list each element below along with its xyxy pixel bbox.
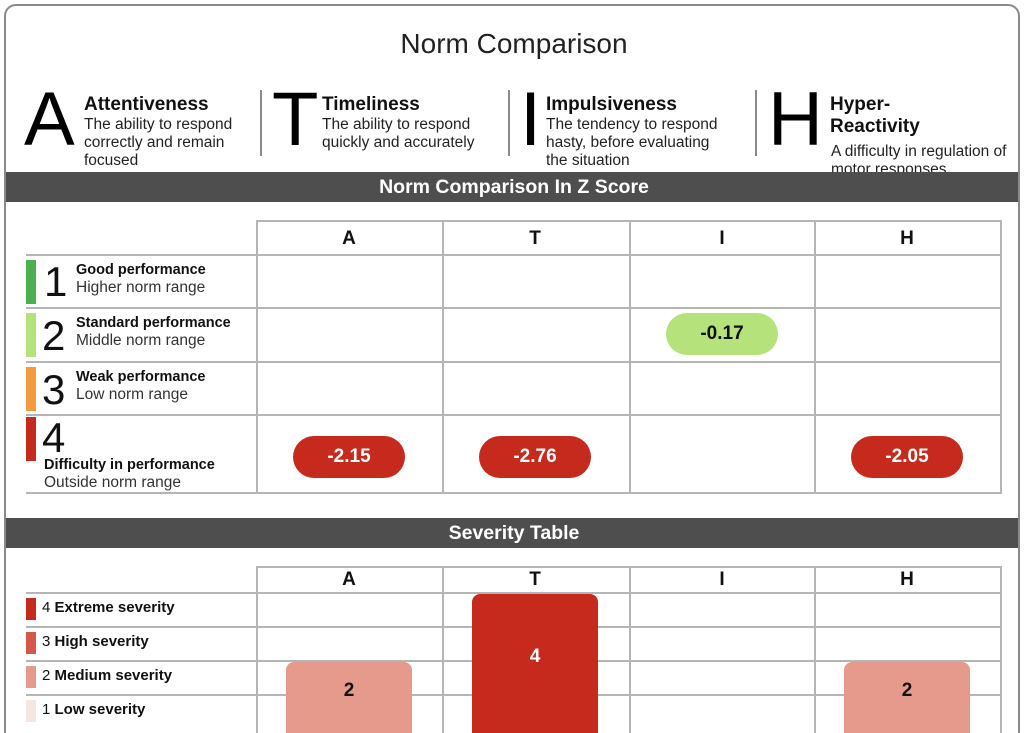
legend-letter: I: [520, 77, 542, 162]
score-pill-a: -2.15: [293, 436, 405, 478]
severity-section-header: Severity Table: [6, 518, 1018, 548]
legend-name: Impulsiveness: [546, 94, 677, 115]
level-1-swatch: [26, 260, 36, 304]
severity-bar-label: 4: [529, 646, 541, 667]
legend-description: The ability to respond correctly and rem…: [84, 116, 233, 169]
column-header-h: H: [900, 569, 914, 590]
level-number: 1: [44, 258, 68, 305]
severity-1-swatch: [26, 700, 36, 722]
grid-line: [256, 566, 258, 733]
severity-4-swatch: [26, 598, 36, 620]
column-header-a: A: [342, 569, 356, 590]
severity-3-swatch: [26, 632, 36, 654]
column-header-i: I: [719, 228, 725, 249]
legend-impulsiveness: I Impulsiveness The tendency to respond …: [520, 77, 760, 174]
grid-line: [26, 254, 1002, 256]
level-subtitle: Higher norm range: [76, 279, 206, 296]
legend-divider: [755, 90, 757, 156]
severity-number: 4: [42, 599, 51, 616]
severity-label: Low severity: [54, 701, 146, 718]
severity-number: 1: [42, 701, 51, 718]
level-number: 3: [42, 366, 66, 413]
report-card: Norm Comparison A Attentiveness The abil…: [4, 4, 1020, 733]
grid-line: [26, 307, 1002, 309]
legend-attentiveness: A Attentiveness The ability to respond c…: [24, 77, 264, 174]
severity-bar-h: 2: [844, 662, 970, 733]
grid-line: [1000, 566, 1002, 733]
legend-divider: [260, 90, 262, 156]
legend-name: Hyper-Reactivity: [830, 94, 920, 137]
grid-line: [256, 220, 258, 494]
severity-level-4: 4 Extreme severity: [42, 599, 175, 616]
legend-letter: H: [768, 77, 823, 162]
norm-section-header: Norm Comparison In Z Score: [6, 172, 1018, 202]
legend-name: Attentiveness: [84, 94, 209, 115]
score-pill-t: -2.76: [479, 436, 591, 478]
severity-2-swatch: [26, 666, 36, 688]
legend-letter: A: [24, 77, 75, 162]
level-number: 2: [42, 312, 66, 359]
level-number: 4: [42, 414, 66, 461]
level-subtitle: Middle norm range: [76, 332, 206, 349]
column-header-h: H: [900, 228, 914, 249]
column-header-i: I: [719, 569, 725, 590]
grid-line: [1000, 220, 1002, 494]
level-3-swatch: [26, 367, 36, 411]
level-title: Standard performance: [76, 315, 231, 331]
legend-letter: T: [272, 77, 319, 162]
legend-hyper-reactivity: H Hyper-Reactivity: [768, 77, 1018, 174]
grid-line: [26, 592, 1002, 594]
level-4-swatch: [26, 417, 36, 461]
grid-line: [442, 220, 444, 494]
level-title: Good performance: [76, 262, 206, 278]
severity-bar-label: 2: [343, 680, 355, 701]
level-title: Difficulty in performance: [44, 457, 215, 473]
severity-bar-a: 2: [286, 662, 412, 733]
legend-description: The tendency to respond hasty, before ev…: [546, 116, 718, 169]
grid-line: [26, 414, 1002, 416]
level-subtitle: Outside norm range: [44, 474, 181, 491]
grid-line: [629, 566, 631, 733]
level-subtitle: Low norm range: [76, 386, 189, 403]
grid-line: [814, 220, 816, 494]
severity-label: High severity: [54, 633, 149, 650]
legend-divider: [508, 90, 510, 156]
severity-level-2: 2 Medium severity: [42, 667, 172, 684]
column-header-t: T: [529, 228, 541, 249]
severity-number: 3: [42, 633, 51, 650]
severity-label: Medium severity: [54, 667, 173, 684]
page-title: Norm Comparison: [400, 28, 628, 59]
legend-timeliness: T Timeliness The ability to respond quic…: [272, 77, 512, 174]
legend-description: The ability to respond quickly and accur…: [322, 116, 475, 151]
severity-number: 2: [42, 667, 51, 684]
severity-label: Extreme severity: [54, 599, 175, 616]
score-pill-i: -0.17: [666, 313, 778, 355]
grid-line: [814, 566, 816, 733]
legend-name: Timeliness: [322, 94, 420, 115]
grid-line: [26, 361, 1002, 363]
grid-line: [629, 220, 631, 494]
column-header-t: T: [529, 569, 541, 590]
severity-level-1: 1 Low severity: [42, 701, 145, 718]
severity-bar-label: 2: [901, 680, 913, 701]
grid-line: [442, 566, 444, 733]
severity-level-3: 3 High severity: [42, 633, 149, 650]
severity-bar-t: 4: [472, 594, 598, 733]
column-header-a: A: [342, 228, 356, 249]
score-pill-h: -2.05: [851, 436, 963, 478]
grid-line: [26, 492, 1002, 494]
level-2-swatch: [26, 313, 36, 357]
level-title: Weak performance: [76, 369, 206, 385]
